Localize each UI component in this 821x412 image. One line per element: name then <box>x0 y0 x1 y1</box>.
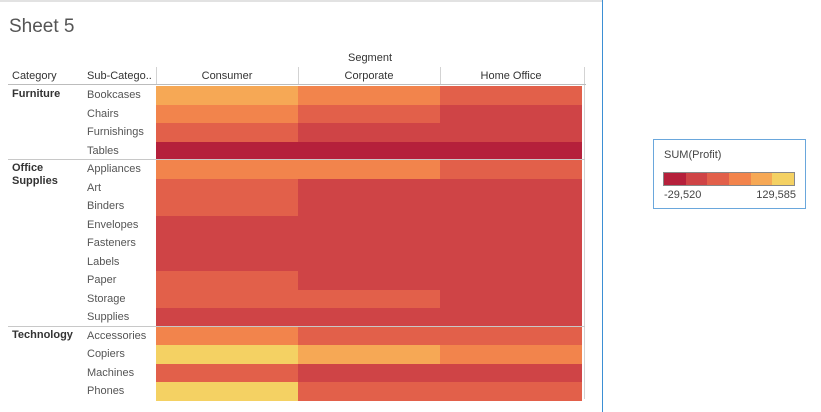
heatmap-cell-bookcases-consumer[interactable] <box>156 86 298 105</box>
category-separator <box>8 159 585 160</box>
heatmap-cell-storage-corporate[interactable] <box>298 289 440 309</box>
category-header[interactable]: Category <box>12 70 57 82</box>
heatmap-cell-appliances-corporate[interactable] <box>298 160 440 179</box>
heatmap-cell-envelopes-corporate[interactable] <box>298 215 440 235</box>
legend-swatch-1 <box>664 173 686 185</box>
segment-header[interactable]: Segment <box>347 52 393 64</box>
column-header-home-office[interactable]: Home Office <box>480 70 542 82</box>
heatmap-cell-binders-corporate[interactable] <box>298 197 440 216</box>
legend-max-value: 129,585 <box>756 189 796 201</box>
legend-swatch-2 <box>685 173 708 185</box>
category-label-furniture[interactable]: Furniture <box>12 88 61 100</box>
legend-swatch-4 <box>729 173 751 185</box>
column-header-consumer[interactable]: Consumer <box>201 70 253 82</box>
heatmap-cell-paper-corporate[interactable] <box>298 271 440 290</box>
heatmap-cell-tables-home-office[interactable] <box>440 141 582 161</box>
heatmap-cell-art-consumer[interactable] <box>156 178 298 198</box>
heatmap-cell-appliances-consumer[interactable] <box>156 160 298 179</box>
column-header-corporate[interactable]: Corporate <box>344 70 394 82</box>
heatmap-cell-paper-home-office[interactable] <box>440 271 582 290</box>
heatmap-cell-copiers-corporate[interactable] <box>298 345 440 364</box>
heatmap-cell-art-corporate[interactable] <box>298 178 440 198</box>
legend-min-value: -29,520 <box>664 189 702 201</box>
legend-title: SUM(Profit) <box>664 149 722 161</box>
legend-color-ramp <box>663 172 795 186</box>
legend-swatch-6 <box>772 173 795 185</box>
table-right-border <box>584 67 585 399</box>
subcategory-label-fasteners[interactable]: Fasteners <box>87 237 136 249</box>
heatmap-cell-furnishings-corporate[interactable] <box>298 123 440 142</box>
column-separator <box>440 67 441 85</box>
column-separator <box>156 67 157 85</box>
heatmap-cell-machines-corporate[interactable] <box>298 363 440 383</box>
heatmap-cell-accessories-consumer[interactable] <box>156 326 298 346</box>
heatmap-cell-phones-corporate[interactable] <box>298 382 440 401</box>
heatmap-cell-machines-consumer[interactable] <box>156 363 298 383</box>
subcategory-label-copiers[interactable]: Copiers <box>87 348 125 360</box>
heatmap-cell-envelopes-home-office[interactable] <box>440 215 582 235</box>
subcategory-label-tables[interactable]: Tables <box>87 144 119 157</box>
heatmap-cell-furnishings-consumer[interactable] <box>156 123 298 142</box>
heatmap-cell-fasteners-home-office[interactable] <box>440 234 582 253</box>
subcategory-label-furnishings[interactable]: Furnishings <box>87 126 144 138</box>
view-border <box>602 0 603 412</box>
heatmap-cell-art-home-office[interactable] <box>440 178 582 198</box>
heatmap-cell-fasteners-corporate[interactable] <box>298 234 440 253</box>
heatmap-cell-fasteners-consumer[interactable] <box>156 234 298 253</box>
category-separator <box>8 325 585 327</box>
legend-swatch-3 <box>707 173 730 185</box>
heatmap-cell-storage-consumer[interactable] <box>156 289 298 309</box>
subcategory-label-binders[interactable]: Binders <box>87 200 125 212</box>
heatmap-cell-chairs-consumer[interactable] <box>156 104 298 124</box>
heatmap-cell-phones-consumer[interactable] <box>156 382 298 401</box>
heatmap-cell-copiers-home-office[interactable] <box>440 345 582 364</box>
heatmap-cell-labels-corporate[interactable] <box>298 252 440 272</box>
subcategory-label-accessories[interactable]: Accessories <box>87 329 147 342</box>
heatmap-cell-paper-consumer[interactable] <box>156 271 298 290</box>
heatmap-cell-bookcases-corporate[interactable] <box>298 86 440 105</box>
heatmap-cell-supplies-home-office[interactable] <box>440 308 582 327</box>
category-label-technology[interactable]: Technology <box>12 328 73 341</box>
heatmap-cell-storage-home-office[interactable] <box>440 289 582 309</box>
heatmap-cell-chairs-home-office[interactable] <box>440 104 582 124</box>
heatmap-cell-supplies-corporate[interactable] <box>298 308 440 327</box>
subcategory-label-chairs[interactable]: Chairs <box>87 107 119 120</box>
heatmap-cell-accessories-home-office[interactable] <box>440 326 582 346</box>
heatmap-cell-binders-home-office[interactable] <box>440 197 582 216</box>
subcategory-label-paper[interactable]: Paper <box>87 274 117 286</box>
column-separator <box>298 67 299 85</box>
subcategory-label-envelopes[interactable]: Envelopes <box>87 218 139 231</box>
subcategory-label-supplies[interactable]: Supplies <box>87 311 130 323</box>
heatmap-cell-labels-consumer[interactable] <box>156 252 298 272</box>
heatmap-cell-accessories-corporate[interactable] <box>298 326 440 346</box>
heatmap-cell-furnishings-home-office[interactable] <box>440 123 582 142</box>
heatmap-cell-envelopes-consumer[interactable] <box>156 215 298 235</box>
subcategory-label-storage[interactable]: Storage <box>87 292 126 305</box>
heatmap-cell-bookcases-home-office[interactable] <box>440 86 582 105</box>
heatmap-cell-labels-home-office[interactable] <box>440 252 582 272</box>
heatmap-cell-phones-home-office[interactable] <box>440 382 582 401</box>
heatmap-cell-supplies-consumer[interactable] <box>156 308 298 327</box>
subcategory-label-machines[interactable]: Machines <box>87 366 135 379</box>
top-divider <box>0 0 602 2</box>
category-label-office-supplies[interactable]: Office Supplies <box>12 162 58 187</box>
heatmap-cell-binders-consumer[interactable] <box>156 197 298 216</box>
subcategory-label-labels[interactable]: Labels <box>87 255 120 268</box>
subcategory-label-bookcases[interactable]: Bookcases <box>87 89 141 101</box>
sheet-title: Sheet 5 <box>9 16 75 37</box>
subcategory-header[interactable]: Sub-Catego.. <box>87 70 152 82</box>
header-rule <box>8 84 586 85</box>
subcategory-label-art[interactable]: Art <box>87 181 102 194</box>
heatmap-cell-chairs-corporate[interactable] <box>298 104 440 124</box>
heatmap-cell-machines-home-office[interactable] <box>440 363 582 383</box>
color-legend[interactable]: SUM(Profit) -29,520 129,585 <box>653 139 806 209</box>
heatmap-cell-tables-corporate[interactable] <box>298 141 440 161</box>
legend-swatch-5 <box>750 173 773 185</box>
heatmap-cell-tables-consumer[interactable] <box>156 141 298 161</box>
heatmap-cell-appliances-home-office[interactable] <box>440 160 582 179</box>
subcategory-label-phones[interactable]: Phones <box>87 385 125 397</box>
heatmap-cell-copiers-consumer[interactable] <box>156 345 298 364</box>
subcategory-label-appliances[interactable]: Appliances <box>87 163 141 175</box>
